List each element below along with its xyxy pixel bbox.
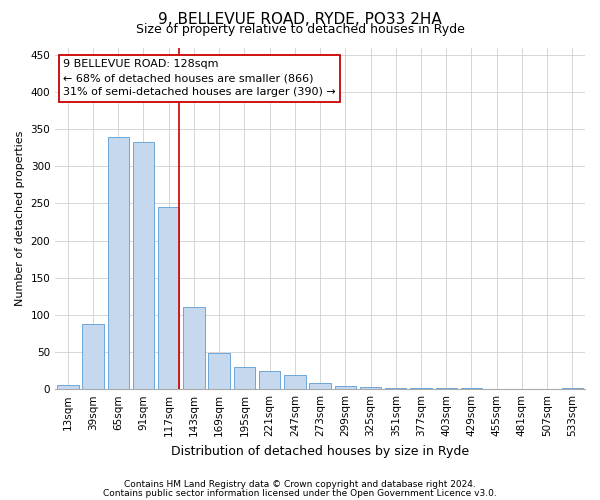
Bar [360,387,381,389]
Bar [461,388,482,389]
Bar [335,386,356,389]
Bar [133,142,154,389]
Bar [410,388,432,389]
Text: Size of property relative to detached houses in Ryde: Size of property relative to detached ho… [136,22,464,36]
Bar [385,388,406,389]
Text: Contains public sector information licensed under the Open Government Licence v3: Contains public sector information licen… [103,488,497,498]
Bar [233,367,255,389]
Bar [562,388,583,389]
Bar [57,386,79,389]
X-axis label: Distribution of detached houses by size in Ryde: Distribution of detached houses by size … [171,444,469,458]
Bar [158,207,179,389]
Bar [208,353,230,389]
Bar [82,324,104,389]
Bar [436,388,457,389]
Bar [310,383,331,389]
Bar [107,136,129,389]
Text: Contains HM Land Registry data © Crown copyright and database right 2024.: Contains HM Land Registry data © Crown c… [124,480,476,489]
Text: 9 BELLEVUE ROAD: 128sqm
← 68% of detached houses are smaller (866)
31% of semi-d: 9 BELLEVUE ROAD: 128sqm ← 68% of detache… [63,60,336,98]
Text: 9, BELLEVUE ROAD, RYDE, PO33 2HA: 9, BELLEVUE ROAD, RYDE, PO33 2HA [158,12,442,28]
Bar [284,375,305,389]
Bar [259,372,280,389]
Y-axis label: Number of detached properties: Number of detached properties [15,130,25,306]
Bar [183,308,205,389]
